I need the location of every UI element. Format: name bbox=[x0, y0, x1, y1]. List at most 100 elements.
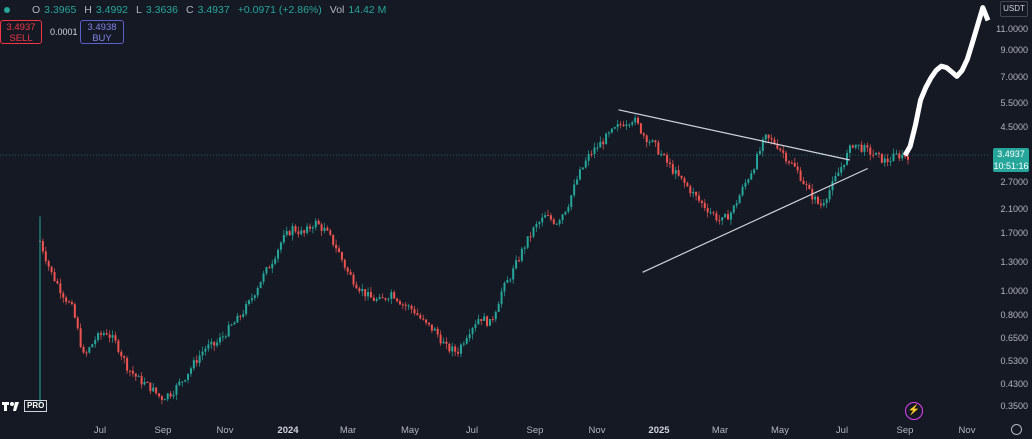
candle-body bbox=[535, 224, 538, 228]
candle-body bbox=[108, 334, 111, 338]
candle-body bbox=[187, 373, 190, 380]
candle-body bbox=[593, 147, 596, 155]
candle-body bbox=[625, 124, 628, 127]
candle-body bbox=[454, 346, 457, 352]
candle-body bbox=[660, 153, 663, 155]
candle-body bbox=[184, 379, 187, 382]
candle-body bbox=[509, 279, 512, 281]
candle-body bbox=[149, 382, 152, 392]
candle-body bbox=[218, 337, 221, 343]
candle-body bbox=[605, 133, 608, 145]
candle-body bbox=[338, 248, 341, 253]
candle-body bbox=[541, 217, 544, 223]
candle-body bbox=[570, 195, 573, 207]
price-axis-label: 1.7000 bbox=[1000, 228, 1028, 238]
time-axis-label: Mar bbox=[711, 425, 729, 436]
sell-button[interactable]: 3.4937 SELL bbox=[0, 20, 42, 44]
ohlc-legend: O 3.3965 H 3.4992 L 3.3636 C 3.4937 +0.0971 … bbox=[0, 0, 390, 20]
price-axis-label: 1.0000 bbox=[1000, 286, 1028, 296]
candle-body bbox=[146, 381, 149, 383]
candle-body bbox=[547, 215, 550, 217]
candle-body bbox=[729, 212, 732, 220]
candle-body bbox=[242, 313, 245, 317]
candle-body bbox=[515, 260, 518, 269]
candle-body bbox=[306, 226, 309, 233]
candle-body bbox=[448, 343, 451, 352]
candle-body bbox=[753, 169, 756, 174]
upper-trendline[interactable] bbox=[618, 109, 851, 161]
candle-body bbox=[892, 153, 895, 162]
candle-body bbox=[323, 227, 326, 231]
candle-body bbox=[288, 231, 291, 236]
price-axis-label: 2.7000 bbox=[1000, 177, 1028, 187]
candle-body bbox=[866, 145, 869, 148]
candle-body bbox=[758, 150, 761, 154]
candle-body bbox=[738, 195, 741, 204]
candle-body bbox=[320, 224, 323, 231]
candle-body bbox=[889, 161, 892, 163]
trendlines[interactable] bbox=[618, 109, 868, 273]
flash-icon[interactable]: ⚡ bbox=[905, 402, 923, 420]
candle-body bbox=[750, 173, 753, 180]
candle-body bbox=[471, 328, 474, 335]
candle-body bbox=[895, 153, 898, 155]
candle-body bbox=[445, 341, 448, 344]
candle-body bbox=[587, 154, 590, 161]
candle-body bbox=[65, 297, 68, 302]
candle-body bbox=[120, 351, 123, 357]
time-axis-label: Jul bbox=[93, 425, 107, 436]
candle-body bbox=[567, 206, 570, 212]
candle-body bbox=[834, 176, 837, 182]
candle-body bbox=[335, 244, 338, 249]
candle-body bbox=[230, 324, 233, 326]
candle-body bbox=[486, 316, 489, 326]
candle-body bbox=[637, 117, 640, 124]
low-value: 3.3636 bbox=[145, 4, 178, 16]
price-axis-label: 0.8000 bbox=[1000, 310, 1028, 320]
candle-body bbox=[227, 324, 230, 337]
candle-body bbox=[735, 203, 738, 206]
candle-body bbox=[140, 375, 143, 385]
price-axis-label: 4.5000 bbox=[1000, 122, 1028, 132]
volume-label: Vol bbox=[329, 4, 345, 16]
projection-line bbox=[902, 5, 991, 157]
candle-body bbox=[459, 344, 462, 354]
time-axis-label: Nov bbox=[216, 425, 234, 436]
currency-button[interactable]: USDT bbox=[1000, 1, 1028, 17]
candle-body bbox=[364, 288, 367, 297]
candle-body bbox=[819, 203, 822, 206]
candle-body bbox=[419, 315, 422, 319]
gear-icon[interactable] bbox=[1011, 424, 1022, 435]
candle-body bbox=[500, 291, 503, 304]
candle-body bbox=[425, 319, 428, 323]
tradingview-logo[interactable]: PRO bbox=[2, 398, 54, 414]
candle-body bbox=[352, 274, 355, 285]
candle-body bbox=[233, 322, 236, 325]
candle-body bbox=[346, 267, 349, 272]
candle-body bbox=[544, 215, 547, 218]
candle-body bbox=[221, 336, 224, 338]
candle-body bbox=[677, 170, 680, 176]
candle-body bbox=[657, 142, 660, 155]
lower-trendline[interactable] bbox=[642, 167, 868, 273]
candle-body bbox=[236, 315, 239, 323]
candle-body bbox=[491, 319, 494, 321]
candle-body bbox=[468, 334, 471, 339]
candle-body bbox=[857, 144, 860, 146]
candle-body bbox=[741, 186, 744, 196]
candle-body bbox=[279, 242, 282, 250]
candle-body bbox=[877, 152, 880, 154]
candle-body bbox=[178, 381, 181, 385]
candle-body bbox=[578, 169, 581, 180]
candle-body bbox=[372, 297, 375, 301]
candle-body bbox=[158, 393, 161, 397]
candle-body bbox=[843, 164, 846, 168]
candle-body bbox=[369, 291, 372, 298]
candle-body bbox=[277, 249, 280, 259]
candle-body bbox=[805, 183, 808, 186]
candle-body bbox=[265, 267, 268, 274]
buy-button[interactable]: 3.4938 BUY bbox=[80, 20, 124, 44]
candle-body bbox=[436, 328, 439, 335]
visibility-dot-icon[interactable] bbox=[4, 7, 10, 13]
